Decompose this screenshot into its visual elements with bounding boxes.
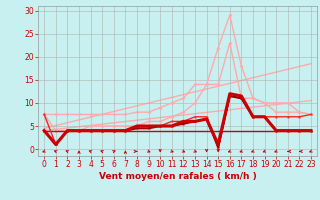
X-axis label: Vent moyen/en rafales ( km/h ): Vent moyen/en rafales ( km/h ) [99, 172, 256, 181]
